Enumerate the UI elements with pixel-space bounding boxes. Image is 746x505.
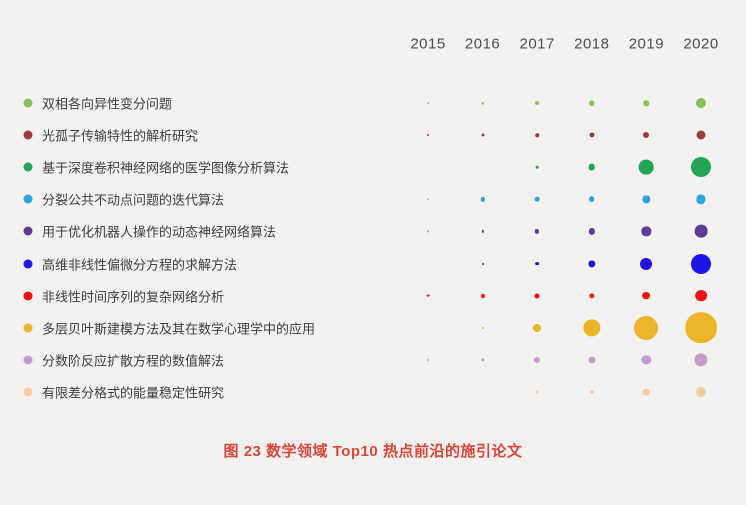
bubble-2018 xyxy=(589,389,594,394)
bubble-2018 xyxy=(588,259,596,268)
topic-label: 非线性时间序列的复杂网络分析 xyxy=(42,289,225,305)
bubble-2020 xyxy=(696,386,706,397)
bubble-2019 xyxy=(641,355,652,365)
legend-dot-icon xyxy=(23,194,33,204)
bubble-2019 xyxy=(643,100,650,106)
bubble-2016 xyxy=(480,358,485,362)
bubble-2017 xyxy=(534,356,541,363)
bubble-2016 xyxy=(481,391,484,393)
bubble-2020 xyxy=(691,157,711,178)
legend-dot-icon xyxy=(23,355,33,365)
bubble-2017 xyxy=(535,133,539,137)
year-label-2020: 2020 xyxy=(683,35,719,53)
bubble-2019 xyxy=(639,159,654,175)
bubble-2020 xyxy=(695,289,707,302)
legend-dot-icon xyxy=(23,98,33,108)
bubble-2018 xyxy=(588,356,596,364)
bubble-2017 xyxy=(535,101,540,105)
bubble-2016 xyxy=(481,133,485,137)
bubble-2017 xyxy=(533,323,542,332)
topic-label: 基于深度卷积神经网络的医学图像分析算法 xyxy=(42,160,290,176)
bubble-2017 xyxy=(535,165,539,169)
legend-dot-icon xyxy=(23,291,33,301)
bubble-2017 xyxy=(535,261,540,266)
year-label-2018: 2018 xyxy=(574,35,610,53)
bubble-2020 xyxy=(696,130,706,140)
year-label-2016: 2016 xyxy=(464,35,501,53)
bubble-2018 xyxy=(583,319,601,337)
legend-dot-icon xyxy=(23,387,33,397)
topic-label: 有限差分格式的能量稳定性研究 xyxy=(42,385,225,401)
bubble-2015 xyxy=(426,294,430,297)
bubble-2016 xyxy=(480,293,485,298)
year-label-2019: 2019 xyxy=(628,35,665,53)
bubble-2015 xyxy=(427,358,429,361)
bubble-2017 xyxy=(535,390,539,394)
legend-dot-icon xyxy=(23,162,33,172)
bubble-2016 xyxy=(481,101,484,105)
bubble-2020 xyxy=(694,225,708,238)
bubble-2018 xyxy=(588,196,595,203)
bubble-2015 xyxy=(427,134,429,137)
bubble-2016 xyxy=(480,197,485,202)
bubble-2019 xyxy=(641,226,652,237)
bubble-2019 xyxy=(643,388,650,396)
bubble-2016 xyxy=(481,262,484,265)
year-label-2017: 2017 xyxy=(519,35,555,53)
bubble-2019 xyxy=(642,291,651,300)
bubble-2015 xyxy=(427,102,429,104)
bubble-2020 xyxy=(696,98,706,108)
bubble-2019 xyxy=(642,195,651,203)
topic-label: 分裂公共不动点问题的迭代算法 xyxy=(42,192,225,208)
legend-dot-icon xyxy=(23,259,33,268)
topic-label: 光孤子传输特性的解析研究 xyxy=(42,128,199,144)
bubble-2020 xyxy=(685,311,717,344)
bubble-2015 xyxy=(427,230,429,232)
year-label-2015: 2015 xyxy=(410,35,446,53)
bubble-2020 xyxy=(694,353,708,367)
bubble-2019 xyxy=(643,132,650,139)
topic-label: 双相各向异性变分问题 xyxy=(42,96,173,112)
bubble-2017 xyxy=(535,229,540,234)
bubble-2019 xyxy=(634,315,659,340)
bubble-2018 xyxy=(589,132,595,138)
bubble-2018 xyxy=(589,292,595,299)
bubble-2018 xyxy=(588,163,596,171)
bubble-2018 xyxy=(589,100,595,106)
topic-label: 高维非线性偏微分方程的求解方法 xyxy=(42,257,238,272)
bubble-2019 xyxy=(640,257,653,270)
figure-caption: 图 23 数学领域 Top10 热点前沿的施引论文 xyxy=(223,443,523,460)
bubble-2018 xyxy=(588,228,595,235)
bubble-2015 xyxy=(427,198,429,200)
legend-dot-icon xyxy=(23,226,33,236)
bubble-2016 xyxy=(481,230,484,233)
bubble-2020 xyxy=(691,253,711,274)
legend-dot-icon xyxy=(23,130,33,140)
topic-label: 用于优化机器人操作的动态神经网络算法 xyxy=(42,224,277,240)
bubble-2017 xyxy=(534,196,540,202)
bubble-2017 xyxy=(534,293,540,299)
topic-label: 多层贝叶斯建模方法及其在数学心理学中的应用 xyxy=(42,321,316,337)
bubble-2020 xyxy=(696,194,706,204)
bubble-2015 xyxy=(427,391,429,393)
bubble-2016 xyxy=(481,326,484,329)
topic-label: 分数阶反应扩散方程的数值解法 xyxy=(42,353,225,369)
legend-dot-icon xyxy=(23,323,33,333)
